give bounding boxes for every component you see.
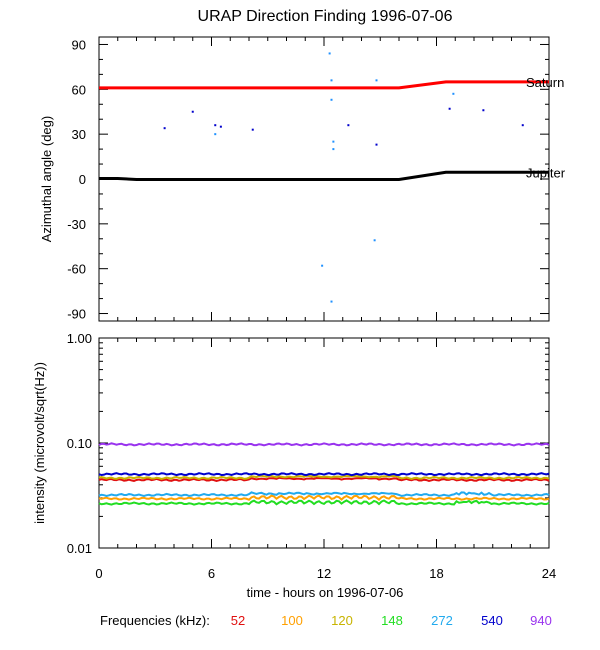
legend-entry-120: 120 [331, 613, 353, 628]
direction-point [191, 110, 194, 113]
frequency-legend: Frequencies (kHz): 52 100 120 148 272 540 940 [100, 613, 552, 628]
direction-point [373, 239, 376, 242]
intensity-line-540 [98, 472, 550, 477]
x-tick-label: 12 [317, 566, 331, 581]
bottom-y-tick-label: 0.10 [67, 436, 92, 451]
top-y-tick-label: -90 [67, 307, 86, 322]
x-axis-label: time - hours on 1996-07-06 [247, 585, 404, 600]
direction-point [521, 124, 524, 127]
series-line-jupiter [99, 170, 549, 181]
x-tick-label: 18 [429, 566, 443, 581]
direction-point [482, 109, 485, 112]
direction-point [214, 133, 217, 136]
legend-entry-540: 540 [481, 613, 503, 628]
direction-point [163, 127, 166, 130]
top-y-tick-label: -60 [67, 262, 86, 277]
direction-point [214, 124, 217, 127]
top-y-tick-label: 60 [72, 82, 86, 97]
bottom-y-tick-label: 0.01 [67, 541, 92, 556]
intensity-line-272 [98, 491, 550, 498]
intensity-line-940 [98, 442, 550, 447]
direction-point [332, 148, 335, 151]
direction-point [332, 140, 335, 143]
intensity-line-52 [98, 476, 550, 482]
series-label-jupiter: Jupiter [526, 165, 566, 180]
series-label-saturn: Saturn [526, 75, 564, 90]
top-panel: 90 60 30 0 -30 -60 -90 Saturn Jupiter [67, 36, 566, 322]
legend-entry-272: 272 [431, 613, 453, 628]
direction-point [251, 128, 254, 131]
bottom-panel: 1.00 0.10 0.01 [67, 331, 550, 556]
intensity-line-100 [98, 494, 550, 502]
direction-point [375, 143, 378, 146]
direction-point [452, 92, 455, 95]
top-y-tick-label: 90 [72, 37, 86, 52]
direction-point [321, 264, 324, 267]
direction-point [330, 79, 333, 82]
direction-point [328, 52, 331, 55]
direction-point [330, 98, 333, 101]
legend-title: Frequencies (kHz): [100, 613, 210, 628]
top-y-axis-label: Azimuthal angle (deg) [39, 116, 54, 242]
direction-point [347, 124, 350, 127]
legend-entry-148: 148 [381, 613, 403, 628]
legend-entry-100: 100 [281, 613, 303, 628]
legend-entry-52: 52 [231, 613, 245, 628]
series-line-saturn [99, 80, 549, 90]
intensity-line-148 [98, 499, 550, 506]
top-y-tick-label: 30 [72, 127, 86, 142]
intensity-line-120 [98, 474, 550, 480]
direction-point [448, 107, 451, 110]
x-tick-label: 24 [542, 566, 556, 581]
bottom-y-tick-label: 1.00 [67, 331, 92, 346]
bottom-y-axis-label: intensity (microvolt/sqrt(Hz)) [32, 362, 47, 524]
direction-point [330, 300, 333, 303]
chart-title: URAP Direction Finding 1996-07-06 [198, 8, 453, 25]
legend-entry-940: 940 [530, 613, 552, 628]
x-tick-label: 6 [208, 566, 215, 581]
direction-point [375, 79, 378, 82]
x-tick-label: 0 [95, 566, 102, 581]
top-y-tick-label: -30 [67, 217, 86, 232]
direction-point [219, 125, 222, 128]
top-y-tick-label: 0 [79, 172, 86, 187]
